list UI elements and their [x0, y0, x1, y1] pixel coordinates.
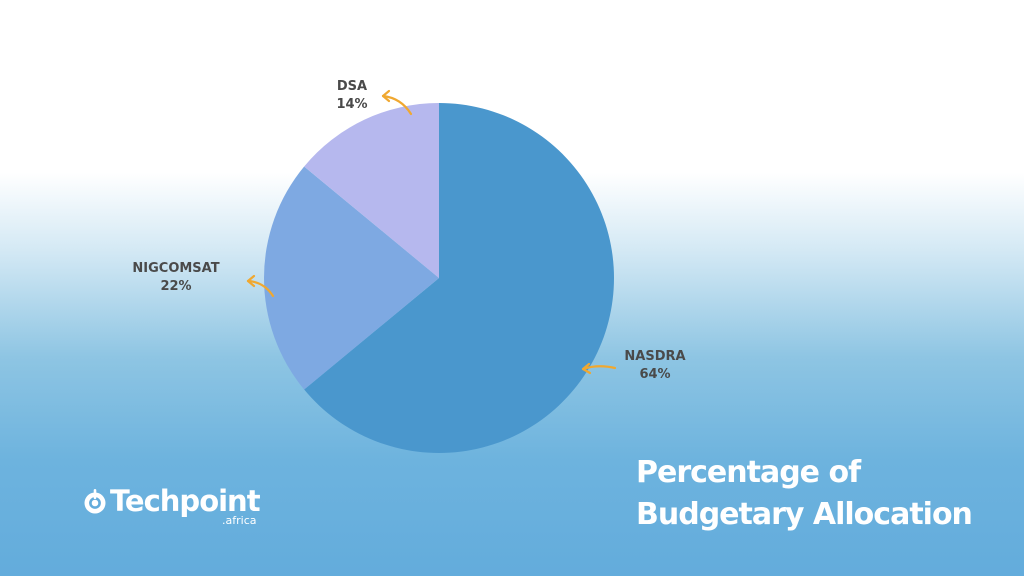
label-arrow-dsa: [381, 94, 413, 116]
logo-wordmark: Techpoint: [110, 484, 261, 518]
slice-label-dsa: DSA: [337, 79, 367, 94]
arrowhead-dsa: [381, 89, 391, 103]
slice-label-nigcomsat: NIGCOMSAT: [132, 261, 219, 276]
slice-value-nasdra: 64%: [639, 367, 670, 382]
pie-slice-nasdra: [304, 103, 615, 454]
arrowhead-nasdra: [581, 362, 592, 375]
chart-title-line-2: Budgetary Allocation: [636, 497, 973, 532]
chart-title-line-1: Percentage of: [636, 455, 861, 490]
slice-label-nasdra: NASDRA: [624, 349, 685, 364]
pie-slice-nigcomsat: [263, 166, 439, 390]
slice-value-nigcomsat: 22%: [160, 279, 191, 294]
chart-title: Percentage of Budgetary Allocation: [636, 452, 973, 536]
slice-value-dsa: 14%: [336, 97, 367, 112]
label-arrow-nasdra: [581, 365, 617, 371]
label-arrow-nigcomsat: [246, 279, 275, 298]
slice-labels: NASDRA 64% NIGCOMSAT 22% DSA 14%: [132, 79, 685, 382]
pie-slices: [263, 103, 615, 454]
pie-slice-dsa: [304, 103, 439, 278]
arrowhead-nigcomsat: [246, 274, 256, 288]
power-icon: [84, 489, 106, 514]
logo-subtext: .africa: [222, 514, 257, 527]
